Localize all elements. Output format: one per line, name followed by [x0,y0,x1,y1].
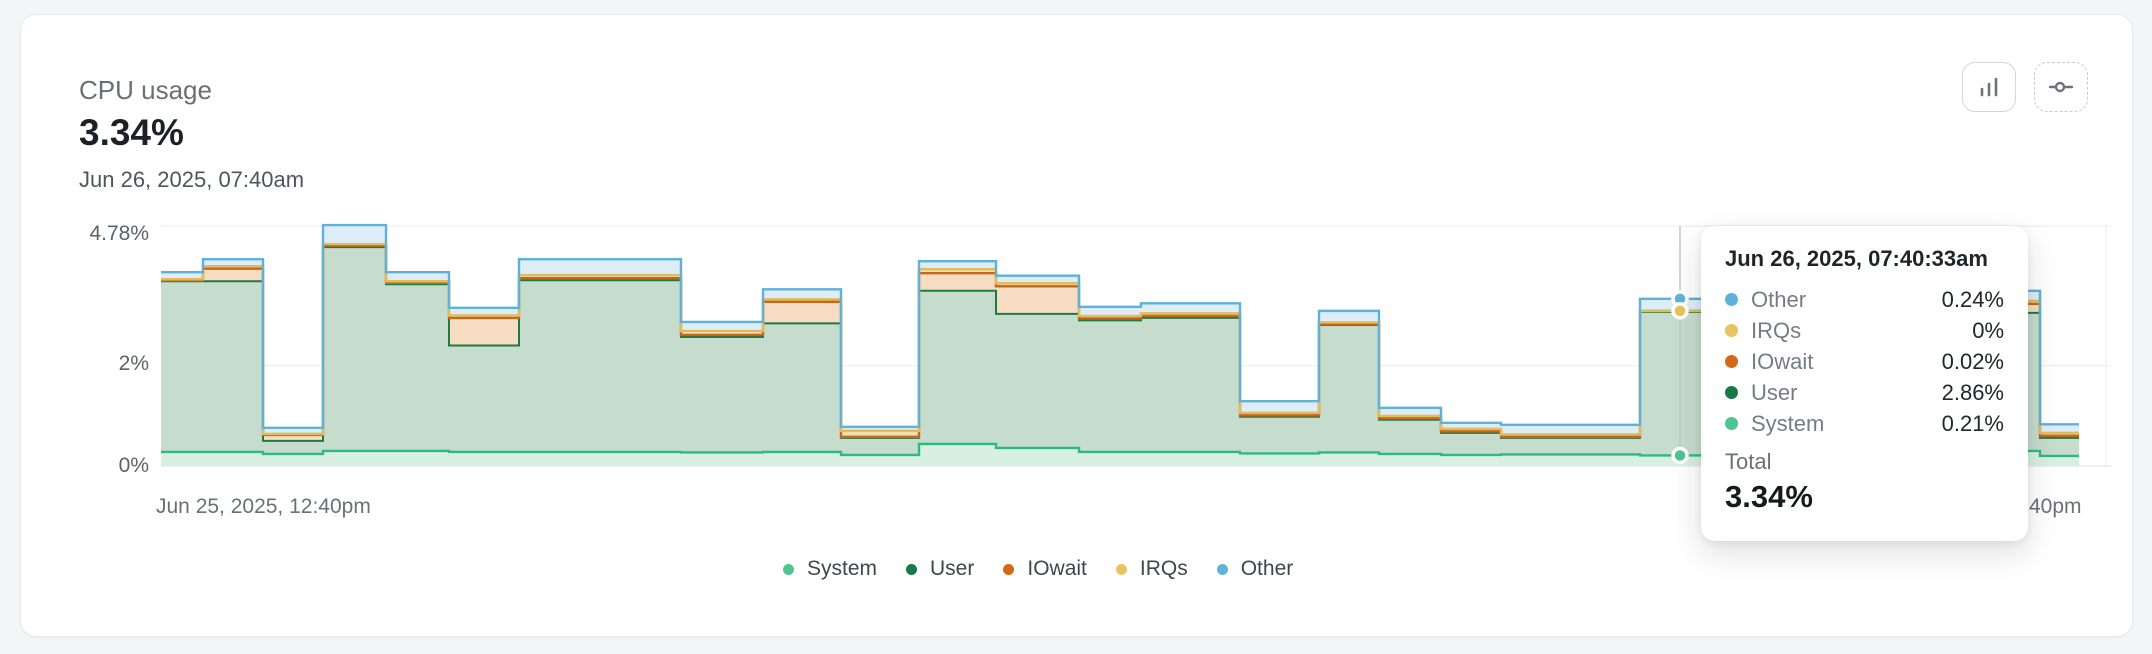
legend-label: User [930,557,975,580]
line-other [161,223,2079,430]
card-title: CPU usage [79,75,212,105]
tooltip-row-system: System 0.21% [1725,408,2004,439]
hover-marker-irqs [1671,302,1689,320]
legend-item-system[interactable]: System [783,557,877,581]
y-axis-tick-zero: 0% [118,454,149,477]
legend-item-other[interactable]: Other [1216,557,1294,581]
tooltip-series-label: IRQs [1751,317,1802,343]
chart-type-bar-button[interactable] [1962,62,2016,112]
legend-label: IOwait [1027,557,1087,580]
legend-label: IRQs [1139,557,1188,580]
user-legend-dot-icon [906,563,918,575]
irqs-dot-icon [1725,324,1738,337]
tooltip-series-value: 0.02% [1941,348,2004,374]
chart-tooltip: Jun 26, 2025, 07:40:33am Other 0.24% IRQs 0… [1701,226,2028,541]
tooltip-total-label: Total [1725,449,1772,474]
y-axis-tick-mid: 2% [118,352,149,375]
cpu-usage-value: 3.34% [79,112,184,153]
bar-chart-icon [1980,77,1998,97]
tooltip-series-value: 0.21% [1941,410,2004,436]
tooltip-timestamp: Jun 26, 2025, 07:40:33am [1725,246,1988,271]
band-system [161,443,2079,466]
system-dot-icon [1725,417,1738,430]
tooltip-series-value: 0.24% [1941,286,2004,312]
iowait-legend-dot-icon [1003,563,1015,575]
tooltip-series-label: User [1751,379,1798,405]
tooltip-row-user: User 2.86% [1725,377,2004,408]
legend-item-irqs[interactable]: IRQs [1115,557,1188,581]
tooltip-row-other: Other 0.24% [1725,284,2004,315]
tooltip-series-value: 0% [1972,317,2004,343]
y-axis-tick-max: 4.78% [89,222,149,245]
system-legend-dot-icon [783,563,794,575]
tooltip-series-label: IOwait [1751,348,1814,374]
tooltip-rows: Other 0.24% IRQs 0% IOwait 0.02% User 2.86% Syst… [1725,284,2004,439]
user-dot-icon [1725,386,1738,399]
tooltip-row-iowait: IOwait 0.02% [1725,346,2004,377]
tooltip-series-label: Other [1751,286,1807,312]
line-system [161,442,2079,458]
legend-label: Other [1240,557,1294,580]
hover-marker-system [1671,446,1689,465]
cpu-usage-chart[interactable] [161,220,2111,467]
other-dot-icon [1725,293,1738,306]
x-axis-tick-start: Jun 25, 2025, 12:40pm [156,495,371,518]
legend-item-user[interactable]: User [906,557,974,581]
band-user [161,247,2079,456]
slider-icon [2048,81,2074,93]
tooltip-total-value: 3.34% [1725,479,1813,514]
cpu-usage-timestamp: Jun 26, 2025, 07:40am [79,167,305,192]
tooltip-series-value: 2.86% [1941,379,2004,405]
chart-legend: System User IOwait IRQs Other [783,549,1293,589]
chart-settings-button[interactable] [2034,62,2088,112]
legend-label: System [807,557,878,580]
irqs-legend-dot-icon [1115,563,1127,575]
iowait-dot-icon [1725,355,1738,368]
other-legend-dot-icon [1216,563,1228,575]
legend-item-iowait[interactable]: IOwait [1003,557,1087,581]
cpu-usage-card: CPU usage 3.34% Jun 26, 2025, 07:40am 4.… [20,14,2133,637]
tooltip-row-irqs: IRQs 0% [1725,315,2004,346]
tooltip-series-label: System [1751,410,1825,436]
x-axis-tick-end: 40pm [2029,495,2082,518]
